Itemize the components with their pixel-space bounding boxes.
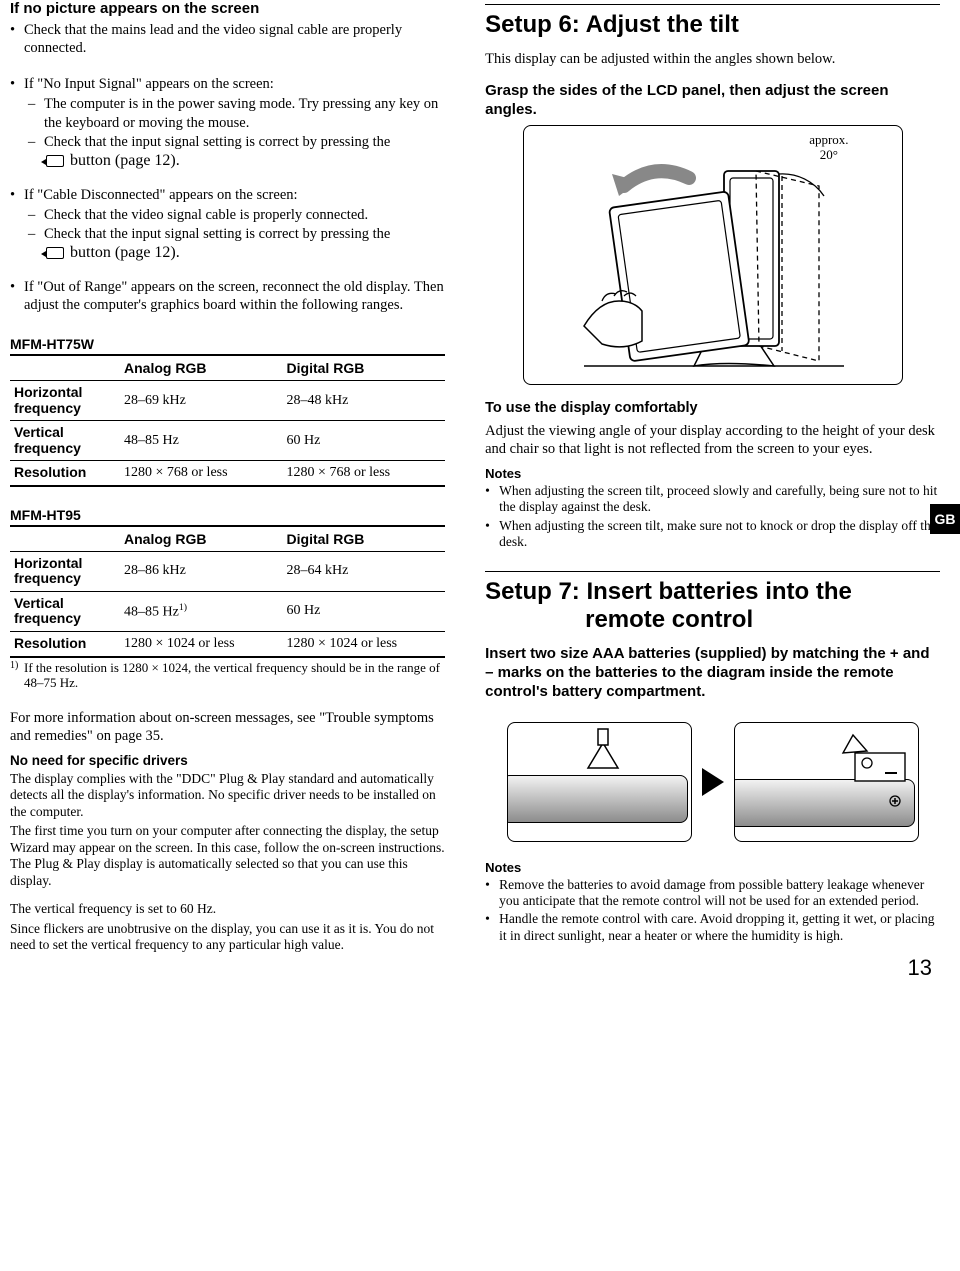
- spec-table-ht75w: Analog RGB Digital RGB Horizontal freque…: [10, 354, 445, 487]
- left-column: If no picture appears on the screen • Ch…: [10, 0, 445, 957]
- subdash-power-saving: – The computer is in the power saving mo…: [28, 95, 445, 131]
- table1-r1c1: 28–69 kHz: [120, 381, 283, 421]
- bullet-cable-disconnected: • If "Cable Disconnected" appears on the…: [10, 186, 445, 204]
- spec-table-ht95: Analog RGB Digital RGB Horizontal freque…: [10, 525, 445, 658]
- table2-col1: Analog RGB: [120, 526, 283, 552]
- subdash-check-cable: – Check that the video signal cable is p…: [28, 206, 445, 224]
- comfort-para: Adjust the viewing angle of your display…: [485, 422, 940, 458]
- table1-r2c2: 60 Hz: [283, 421, 446, 461]
- table2-model: MFM-HT95: [10, 507, 445, 523]
- table2-r1h: Horizontal frequency: [10, 551, 120, 591]
- table1-model: MFM-HT75W: [10, 336, 445, 352]
- table2-r3c2: 1280 × 1024 or less: [283, 631, 446, 657]
- remote-panel-1: [507, 722, 692, 842]
- setup6-instruction: Grasp the sides of the LCD panel, then a…: [485, 82, 940, 120]
- arrow-right-icon: [702, 768, 724, 796]
- table1-col1: Analog RGB: [120, 355, 283, 381]
- setup6-heading: Setup 6: Adjust the tilt: [485, 11, 940, 40]
- remote-panel-2: [734, 722, 919, 842]
- table1-r3h: Resolution: [10, 460, 120, 486]
- heading-no-picture: If no picture appears on the screen: [10, 0, 445, 17]
- vf-p1: The vertical frequency is set to 60 Hz.: [10, 901, 445, 917]
- note-2: •When adjusting the screen tilt, make su…: [485, 518, 940, 551]
- setup7-instruction: Insert two size AAA batteries (supplied)…: [485, 645, 940, 701]
- more-info-para: For more information about on-screen mes…: [10, 709, 445, 745]
- note-3: •Remove the batteries to avoid damage fr…: [485, 877, 940, 910]
- tilt-angle-label: approx. 20°: [809, 133, 848, 162]
- drivers-p2: The first time you turn on your computer…: [10, 823, 445, 889]
- page-number: 13: [908, 955, 932, 981]
- table2-r2c2: 60 Hz: [283, 591, 446, 631]
- setup7-heading: Setup 7: Insert batteries into the remot…: [485, 578, 940, 636]
- input-source-icon: [46, 155, 64, 167]
- bullet-check-cables: • Check that the mains lead and the vide…: [10, 21, 445, 57]
- table2-r1c1: 28–86 kHz: [120, 551, 283, 591]
- notes-heading-2: Notes: [485, 860, 940, 875]
- table1-col2: Digital RGB: [283, 355, 446, 381]
- table1-r2c1: 48–85 Hz: [120, 421, 283, 461]
- table2-r1c2: 28–64 kHz: [283, 551, 446, 591]
- right-column: Setup 6: Adjust the tilt This display ca…: [485, 0, 940, 957]
- input-button-line-2: button (page 12).: [10, 244, 445, 262]
- note-4: •Handle the remote control with care. Av…: [485, 911, 940, 944]
- drivers-p1: The display complies with the "DDC" Plug…: [10, 771, 445, 820]
- bullet-out-of-range: • If "Out of Range" appears on the scree…: [10, 278, 445, 314]
- table1-r1c2: 28–48 kHz: [283, 381, 446, 421]
- table2-r3h: Resolution: [10, 631, 120, 657]
- table2-r3c1: 1280 × 1024 or less: [120, 631, 283, 657]
- tilt-illustration: [524, 126, 904, 386]
- table1-r2h: Vertical frequency: [10, 421, 120, 461]
- input-button-line-1: button (page 12).: [10, 152, 445, 170]
- tilt-figure: approx. 20°: [523, 125, 903, 385]
- table1-r3c1: 1280 × 768 or less: [120, 460, 283, 486]
- vf-p2: Since flickers are unobtrusive on the di…: [10, 921, 445, 954]
- footnote-1: 1) If the resolution is 1280 × 1024, the…: [10, 660, 445, 691]
- note-1: •When adjusting the screen tilt, proceed…: [485, 483, 940, 516]
- comfort-heading: To use the display comfortably: [485, 399, 940, 417]
- table2-r2h: Vertical frequency: [10, 591, 120, 631]
- remote-figure: [503, 712, 923, 852]
- drivers-heading: No need for specific drivers: [10, 753, 445, 768]
- setup6-para: This display can be adjusted within the …: [485, 50, 940, 68]
- table1-r1h: Horizontal frequency: [10, 381, 120, 421]
- table2-col2: Digital RGB: [283, 526, 446, 552]
- subdash-input-setting-1: – Check that the input signal setting is…: [28, 133, 445, 151]
- subdash-input-setting-2: – Check that the input signal setting is…: [28, 225, 445, 243]
- table1-r3c2: 1280 × 768 or less: [283, 460, 446, 486]
- bullet-no-input-signal: • If "No Input Signal" appears on the sc…: [10, 75, 445, 93]
- notes-heading-1: Notes: [485, 466, 940, 481]
- table2-r2c1: 48–85 Hz1): [120, 591, 283, 631]
- input-source-icon: [46, 247, 64, 259]
- language-tab-gb: GB: [930, 504, 960, 534]
